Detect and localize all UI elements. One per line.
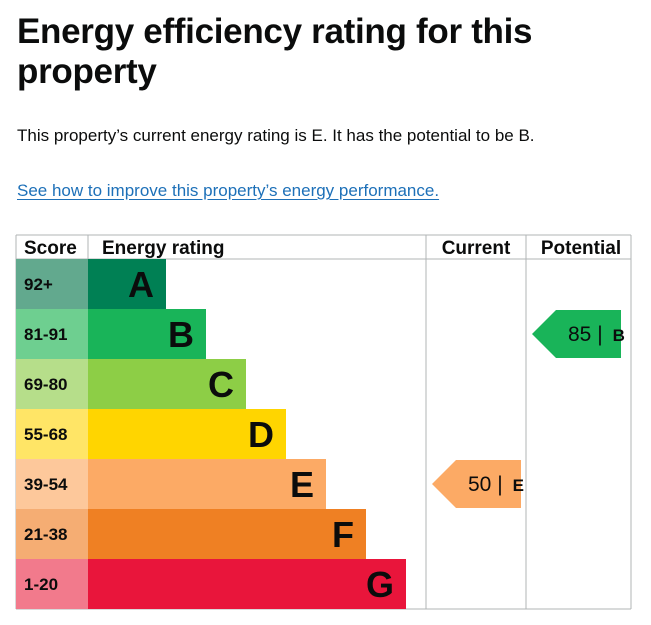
current-band: E: [513, 476, 524, 495]
score-header: Score: [24, 238, 77, 259]
score-cell-c: [16, 359, 88, 409]
improve-energy-link[interactable]: See how to improve this property’s energ…: [17, 181, 440, 200]
current-rating-label: 50 | E: [468, 473, 524, 496]
potential-score: 85 |: [568, 323, 603, 346]
band-bar-a: [88, 259, 166, 309]
score-range-c: 69-80: [24, 375, 67, 394]
potential-band: B: [613, 326, 625, 345]
band-bar-f: [88, 509, 366, 559]
rating-summary: This property’s current energy rating is…: [17, 126, 535, 145]
score-cell-b: [16, 309, 88, 359]
band-letter-c: C: [208, 364, 234, 405]
score-cell-e: [16, 459, 88, 509]
band-letter-a: A: [128, 264, 154, 305]
band-bar-b: [88, 309, 206, 359]
score-range-b: 81-91: [24, 325, 67, 344]
current-marker: [432, 460, 521, 508]
score-range-f: 21-38: [24, 525, 67, 544]
band-bar-c: [88, 359, 246, 409]
rating-bands: 92+ A 81-91 B 69-80 C 55-68 D 39-54 E 21-38 F 1-20 G: [16, 259, 406, 609]
score-cell-g: [16, 559, 88, 609]
score-range-e: 39-54: [24, 475, 68, 494]
score-range-a: 92+: [24, 275, 53, 294]
band-letter-e: E: [290, 464, 314, 505]
band-bar-g: [88, 559, 406, 609]
score-range-d: 55-68: [24, 425, 67, 444]
score-cell-f: [16, 509, 88, 559]
band-bar-d: [88, 409, 286, 459]
score-cell-a: [16, 259, 88, 309]
band-letter-f: F: [332, 514, 354, 555]
band-bar-e: [88, 459, 326, 509]
current-score: 50 |: [468, 473, 503, 496]
potential-header: Potential: [541, 238, 621, 259]
band-letter-b: B: [168, 314, 194, 355]
potential-marker: [532, 310, 621, 358]
energy-rating-header: Energy rating: [102, 238, 224, 259]
current-header: Current: [442, 238, 511, 259]
band-letter-g: G: [366, 564, 394, 605]
band-letter-d: D: [248, 414, 274, 455]
rating-markers: 50 | E 85 | B: [432, 310, 625, 508]
potential-rating-label: 85 | B: [568, 323, 625, 346]
score-range-g: 1-20: [24, 575, 58, 594]
page-title: Energy efficiency rating for this proper…: [17, 12, 533, 91]
score-cell-d: [16, 409, 88, 459]
